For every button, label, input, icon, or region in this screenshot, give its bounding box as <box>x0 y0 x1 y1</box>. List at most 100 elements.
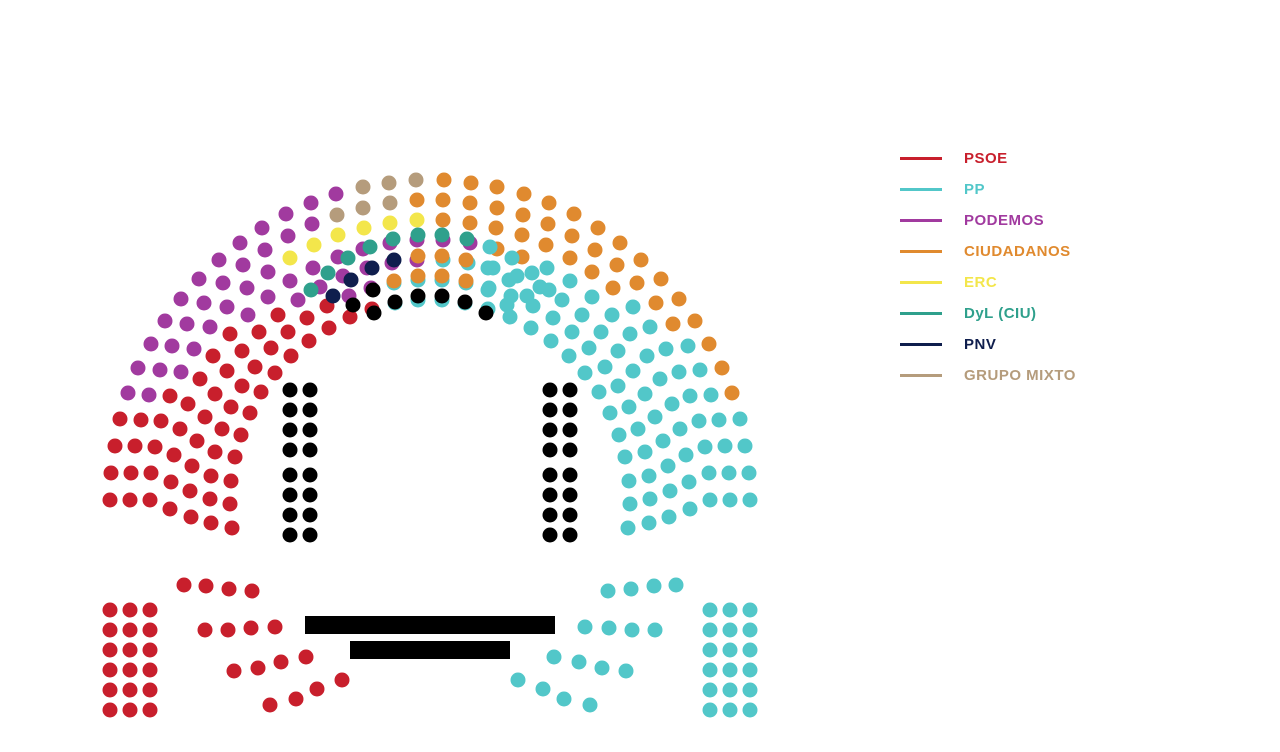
seat-ciudadanos <box>585 264 600 279</box>
seat-psoe <box>123 663 138 678</box>
seat-pp <box>610 343 625 358</box>
seat-ciudadanos <box>671 291 686 306</box>
seat-psoe <box>208 445 223 460</box>
seat-ciudadanos <box>435 248 450 263</box>
seat-pp <box>524 265 539 280</box>
seat-pp <box>655 434 670 449</box>
legend-swatch <box>900 343 942 346</box>
seat-pp <box>601 583 616 598</box>
seat-black <box>563 528 578 543</box>
seat-psoe <box>103 603 118 618</box>
seat-erc <box>306 238 321 253</box>
seat-pp <box>743 603 758 618</box>
seat-pp <box>504 251 519 266</box>
seat-psoe <box>220 364 235 379</box>
seat-pp <box>662 509 677 524</box>
seat-psoe <box>163 388 178 403</box>
seat-pp <box>585 289 600 304</box>
seat-pp <box>743 703 758 718</box>
seat-podemos <box>278 207 293 222</box>
seat-black <box>283 468 298 483</box>
seat-psoe <box>254 385 269 400</box>
seat-pp <box>743 623 758 638</box>
seat-ciudadanos <box>410 248 425 263</box>
podium-bar1 <box>305 616 555 634</box>
seat-pp <box>594 324 609 339</box>
seat-psoe <box>204 468 219 483</box>
seat-ciudadanos <box>436 213 451 228</box>
seat-psoe <box>197 409 212 424</box>
seat-psoe <box>190 434 205 449</box>
seat-erc <box>356 220 371 235</box>
seat-erc <box>331 228 346 243</box>
seat-dyl <box>386 232 401 247</box>
seat-pp <box>563 274 578 289</box>
seat-ciudadanos <box>435 268 450 283</box>
seat-psoe <box>309 681 324 696</box>
seat-psoe <box>204 515 219 530</box>
seat-black <box>563 403 578 418</box>
seat-psoe <box>103 683 118 698</box>
seat-black <box>367 306 382 321</box>
seat-psoe <box>226 663 241 678</box>
legend-label: PSOE <box>964 150 1008 167</box>
seat-pp <box>679 448 694 463</box>
seat-pp <box>723 663 738 678</box>
seat-pp <box>653 372 668 387</box>
seat-podemos <box>260 289 275 304</box>
seat-pp <box>605 307 620 322</box>
seat-pp <box>524 320 539 335</box>
legend-row-ciudadanos: CIUDADANOS <box>900 243 1076 260</box>
seat-pp <box>680 339 695 354</box>
seat-psoe <box>235 343 250 358</box>
seat-psoe <box>268 619 283 634</box>
seat-pp <box>501 273 516 288</box>
seat-black <box>283 443 298 458</box>
seat-black <box>283 488 298 503</box>
legend-swatch <box>900 281 942 284</box>
seat-ciudadanos <box>409 193 424 208</box>
seat-ciudadanos <box>458 252 473 267</box>
seat-podemos <box>305 217 320 232</box>
seat-pp <box>668 577 683 592</box>
seat-psoe <box>222 582 237 597</box>
seat-psoe <box>123 493 138 508</box>
seat-pp <box>703 663 718 678</box>
seat-podemos <box>260 264 275 279</box>
seat-mixto <box>330 207 345 222</box>
seat-psoe <box>143 493 158 508</box>
seat-pp <box>682 475 697 490</box>
seat-pp <box>619 663 634 678</box>
seat-black <box>457 294 472 309</box>
seat-podemos <box>240 307 255 322</box>
legend-label: ERC <box>964 274 997 291</box>
seat-black <box>303 403 318 418</box>
seat-psoe <box>197 623 212 638</box>
seat-pp <box>647 579 662 594</box>
seat-ciudadanos <box>489 220 504 235</box>
seat-pp <box>732 412 747 427</box>
seat-black <box>303 528 318 543</box>
seat-pnv <box>364 261 379 276</box>
seat-ciudadanos <box>539 238 554 253</box>
seat-psoe <box>143 623 158 638</box>
seat-black <box>303 468 318 483</box>
seat-black <box>563 488 578 503</box>
seat-pp <box>723 623 738 638</box>
seat-psoe <box>181 396 196 411</box>
seat-mixto <box>382 195 397 210</box>
seat-black <box>543 383 558 398</box>
seat-dyl <box>459 232 474 247</box>
seat-pp <box>638 386 653 401</box>
legend-label: GRUPO MIXTO <box>964 367 1076 384</box>
seat-psoe <box>299 310 314 325</box>
seat-ciudadanos <box>540 217 555 232</box>
seat-pp <box>721 466 736 481</box>
seat-psoe <box>220 622 235 637</box>
seat-pp <box>703 387 718 402</box>
seat-podemos <box>255 220 270 235</box>
seat-ciudadanos <box>410 268 425 283</box>
seat-black <box>283 508 298 523</box>
seat-pp <box>671 364 686 379</box>
seat-podemos <box>131 361 146 376</box>
